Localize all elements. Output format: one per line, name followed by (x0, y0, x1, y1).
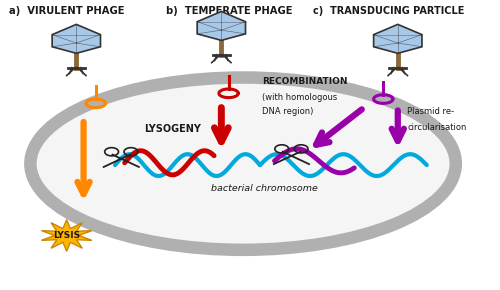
Text: LYSIS: LYSIS (53, 231, 80, 240)
Ellipse shape (30, 77, 456, 250)
Polygon shape (52, 24, 100, 53)
Text: (with homologous: (with homologous (262, 93, 338, 102)
Text: Plasmid re-: Plasmid re- (408, 108, 455, 117)
Text: c)  TRANSDUCING PARTICLE: c) TRANSDUCING PARTICLE (313, 6, 464, 16)
Text: DNA region): DNA region) (262, 108, 314, 117)
Text: bacterial chromosome: bacterial chromosome (212, 184, 318, 193)
Text: circularisation: circularisation (408, 123, 467, 132)
Text: LYSOGENY: LYSOGENY (144, 124, 201, 134)
Polygon shape (197, 11, 246, 40)
Polygon shape (374, 24, 422, 53)
Text: RECOMBINATION: RECOMBINATION (262, 77, 348, 86)
Polygon shape (42, 220, 92, 251)
Text: b)  TEMPERATE PHAGE: b) TEMPERATE PHAGE (166, 6, 292, 16)
Text: a)  VIRULENT PHAGE: a) VIRULENT PHAGE (8, 6, 124, 16)
